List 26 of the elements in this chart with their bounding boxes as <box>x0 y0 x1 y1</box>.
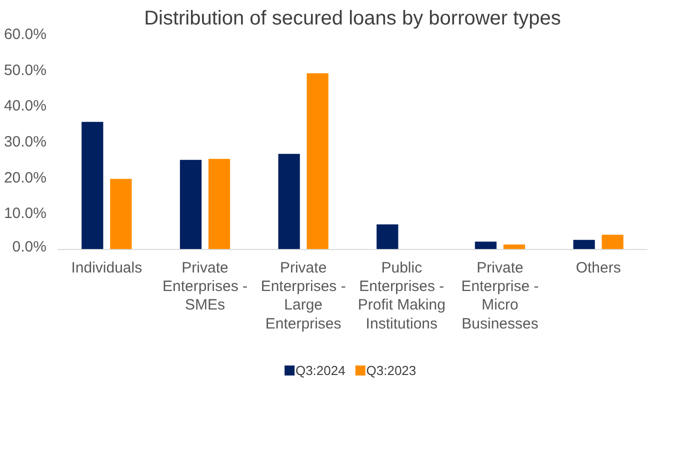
bar <box>306 73 328 250</box>
x-tick-label: Public Enterprises - Profit Making Institutions <box>358 259 446 332</box>
y-tick-label: 20.0% <box>4 169 47 186</box>
y-tick-label: 10.0% <box>4 205 47 222</box>
x-tick-label: Private Enterprises - Large Enterprises <box>260 259 346 332</box>
y-tick-label: 60.0% <box>4 26 47 43</box>
x-tick-label: Individuals <box>71 259 142 276</box>
x-tick-label: Private Enterprise - Micro Businesses <box>461 259 539 332</box>
bar <box>602 234 624 250</box>
bar <box>208 158 230 250</box>
y-tick-label: 30.0% <box>4 134 47 150</box>
x-tick-label: Others <box>576 259 621 276</box>
bar <box>573 240 595 250</box>
bar <box>82 122 104 250</box>
bar <box>110 178 132 250</box>
legend-label: Q3:2024 <box>295 363 346 378</box>
legend-label: Q3:2023 <box>366 363 416 378</box>
y-tick-label: 40.0% <box>4 98 47 115</box>
bar <box>278 154 300 250</box>
bar <box>376 224 398 250</box>
y-tick-label: 0.0% <box>12 238 47 256</box>
x-tick-label: Private Enterprises - SMEs <box>162 259 248 314</box>
chart-title: Distribution of secured loans by borrower types <box>144 8 561 30</box>
bar <box>474 242 497 250</box>
bar <box>180 160 202 250</box>
y-tick-label: 50.0% <box>4 62 47 79</box>
